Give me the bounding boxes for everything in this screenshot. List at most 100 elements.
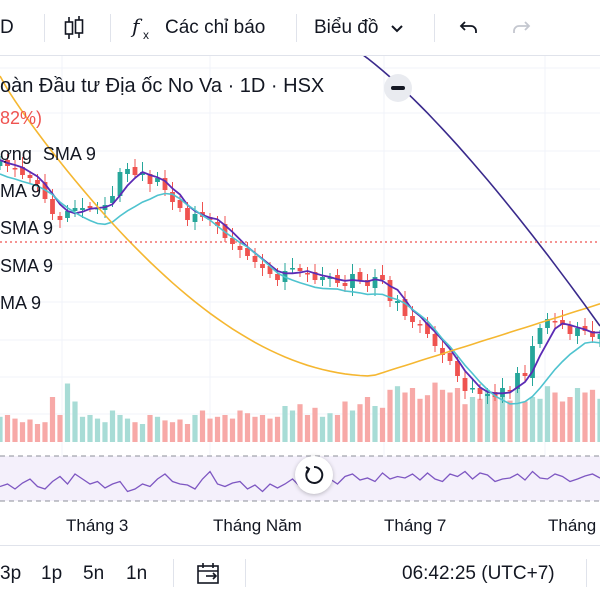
divider — [245, 559, 246, 587]
volume-bar — [12, 418, 18, 442]
volume-bar — [499, 397, 506, 442]
volume-bar — [19, 422, 26, 442]
range-button[interactable]: 1p — [41, 562, 63, 584]
candle-body — [215, 222, 220, 226]
candle-body — [552, 321, 558, 323]
sma-line-purple — [0, 159, 600, 395]
chart-type-candles-button[interactable] — [62, 0, 86, 56]
candle-body — [387, 280, 393, 301]
volume-bar — [417, 398, 423, 442]
volume-bar — [132, 422, 138, 442]
candle-body — [417, 324, 423, 326]
candle-body — [110, 196, 115, 203]
volume-bar — [364, 397, 371, 442]
volume-bar — [87, 415, 93, 442]
volume-bar — [229, 418, 236, 442]
candle-body — [170, 192, 175, 202]
x-tick-label: Tháng 3 — [66, 516, 129, 535]
volume-bar — [147, 415, 153, 442]
sma-legend-2[interactable]: SMA 9 — [0, 218, 54, 238]
volume-bar — [477, 398, 483, 442]
candle-body — [402, 299, 408, 316]
volume-bar — [432, 382, 438, 442]
symbol-title[interactable]: oàn Đầu tư Địa ốc No Va · 1D · HSX — [0, 75, 325, 97]
volume-bar — [529, 397, 536, 442]
redo-icon — [513, 21, 531, 33]
volume-bar — [64, 383, 71, 442]
volume-bar — [559, 401, 566, 442]
candle-body — [185, 208, 190, 220]
range-button[interactable]: 5n — [83, 562, 105, 584]
candle-body — [477, 388, 483, 394]
sma-legend-1[interactable]: MA 9 — [0, 181, 42, 201]
divider — [296, 14, 297, 42]
sma-line-orange — [0, 75, 600, 377]
candle-body — [582, 326, 588, 331]
undo-button[interactable] — [456, 0, 480, 56]
sma-legend-3[interactable]: SMA 9 — [0, 256, 54, 276]
candle-body — [147, 174, 153, 184]
candle-body — [462, 378, 468, 391]
volume-bar — [544, 386, 551, 442]
volume-bar — [319, 416, 326, 442]
interval-button[interactable]: D — [0, 0, 14, 56]
volume-bar — [334, 415, 341, 442]
volume-bar — [289, 410, 296, 442]
divider — [110, 14, 111, 42]
candle-body — [380, 275, 385, 280]
candle-body — [537, 328, 543, 344]
volume-bar — [252, 416, 258, 442]
indicators-label: Các chỉ báo — [165, 17, 266, 38]
candle-body — [222, 224, 228, 238]
candle-body — [447, 353, 453, 361]
volume-bar — [567, 397, 573, 442]
volume-bar — [222, 415, 228, 442]
reset-chart-button[interactable] — [295, 456, 333, 494]
candle-body — [177, 200, 183, 208]
volume-bar — [409, 388, 416, 442]
candle-body — [395, 301, 400, 303]
volume-bar — [439, 389, 446, 442]
volume-bar — [589, 389, 596, 442]
redo-button[interactable] — [510, 0, 534, 56]
candle-body — [425, 323, 430, 334]
chart-toolbar: D f x Các chỉ báo Biểu đồ — [0, 0, 600, 56]
sma-line-teal — [0, 173, 600, 405]
candle-body — [567, 325, 573, 334]
svg-text:x: x — [143, 28, 149, 42]
collapse-legend-button[interactable] — [384, 74, 412, 102]
collapse-icon — [391, 86, 405, 90]
candle-body — [155, 178, 160, 182]
candle-body — [237, 246, 243, 250]
candle-body — [27, 175, 33, 178]
volume-bar — [214, 416, 221, 442]
candle-body — [342, 283, 348, 286]
volume-bar — [522, 401, 528, 442]
volume-bar — [357, 404, 363, 442]
chevron-down-icon — [391, 25, 404, 33]
chart-style-dropdown[interactable]: Biểu đồ — [314, 0, 406, 56]
indicators-button[interactable]: f x Các chỉ báo — [130, 0, 265, 56]
candle-body — [57, 216, 63, 220]
range-button[interactable]: 3p — [0, 562, 22, 584]
volume-bar — [469, 397, 476, 442]
candle-body — [87, 206, 93, 208]
x-tick-label: Tháng — [548, 516, 597, 535]
volume-legend[interactable]: ợng SMA 9 — [0, 144, 96, 164]
volume-bar — [327, 413, 333, 442]
candle-body — [327, 277, 333, 279]
sma-line-navy — [363, 56, 600, 327]
candle-body — [410, 316, 415, 322]
volume-bar — [484, 389, 491, 442]
sma-legend-4[interactable]: MA 9 — [0, 293, 42, 313]
candle-body — [357, 272, 363, 280]
go-to-date-button[interactable] — [196, 546, 222, 601]
volume-bar — [282, 406, 288, 442]
range-button[interactable]: 1n — [126, 562, 148, 584]
volume-bar — [387, 389, 393, 442]
candle-body — [20, 167, 25, 175]
timezone-button[interactable]: 06:42:25 (UTC+7) — [402, 562, 555, 584]
volume-bar — [537, 398, 543, 442]
volume-bar — [492, 392, 498, 442]
volume-bar — [169, 422, 176, 442]
